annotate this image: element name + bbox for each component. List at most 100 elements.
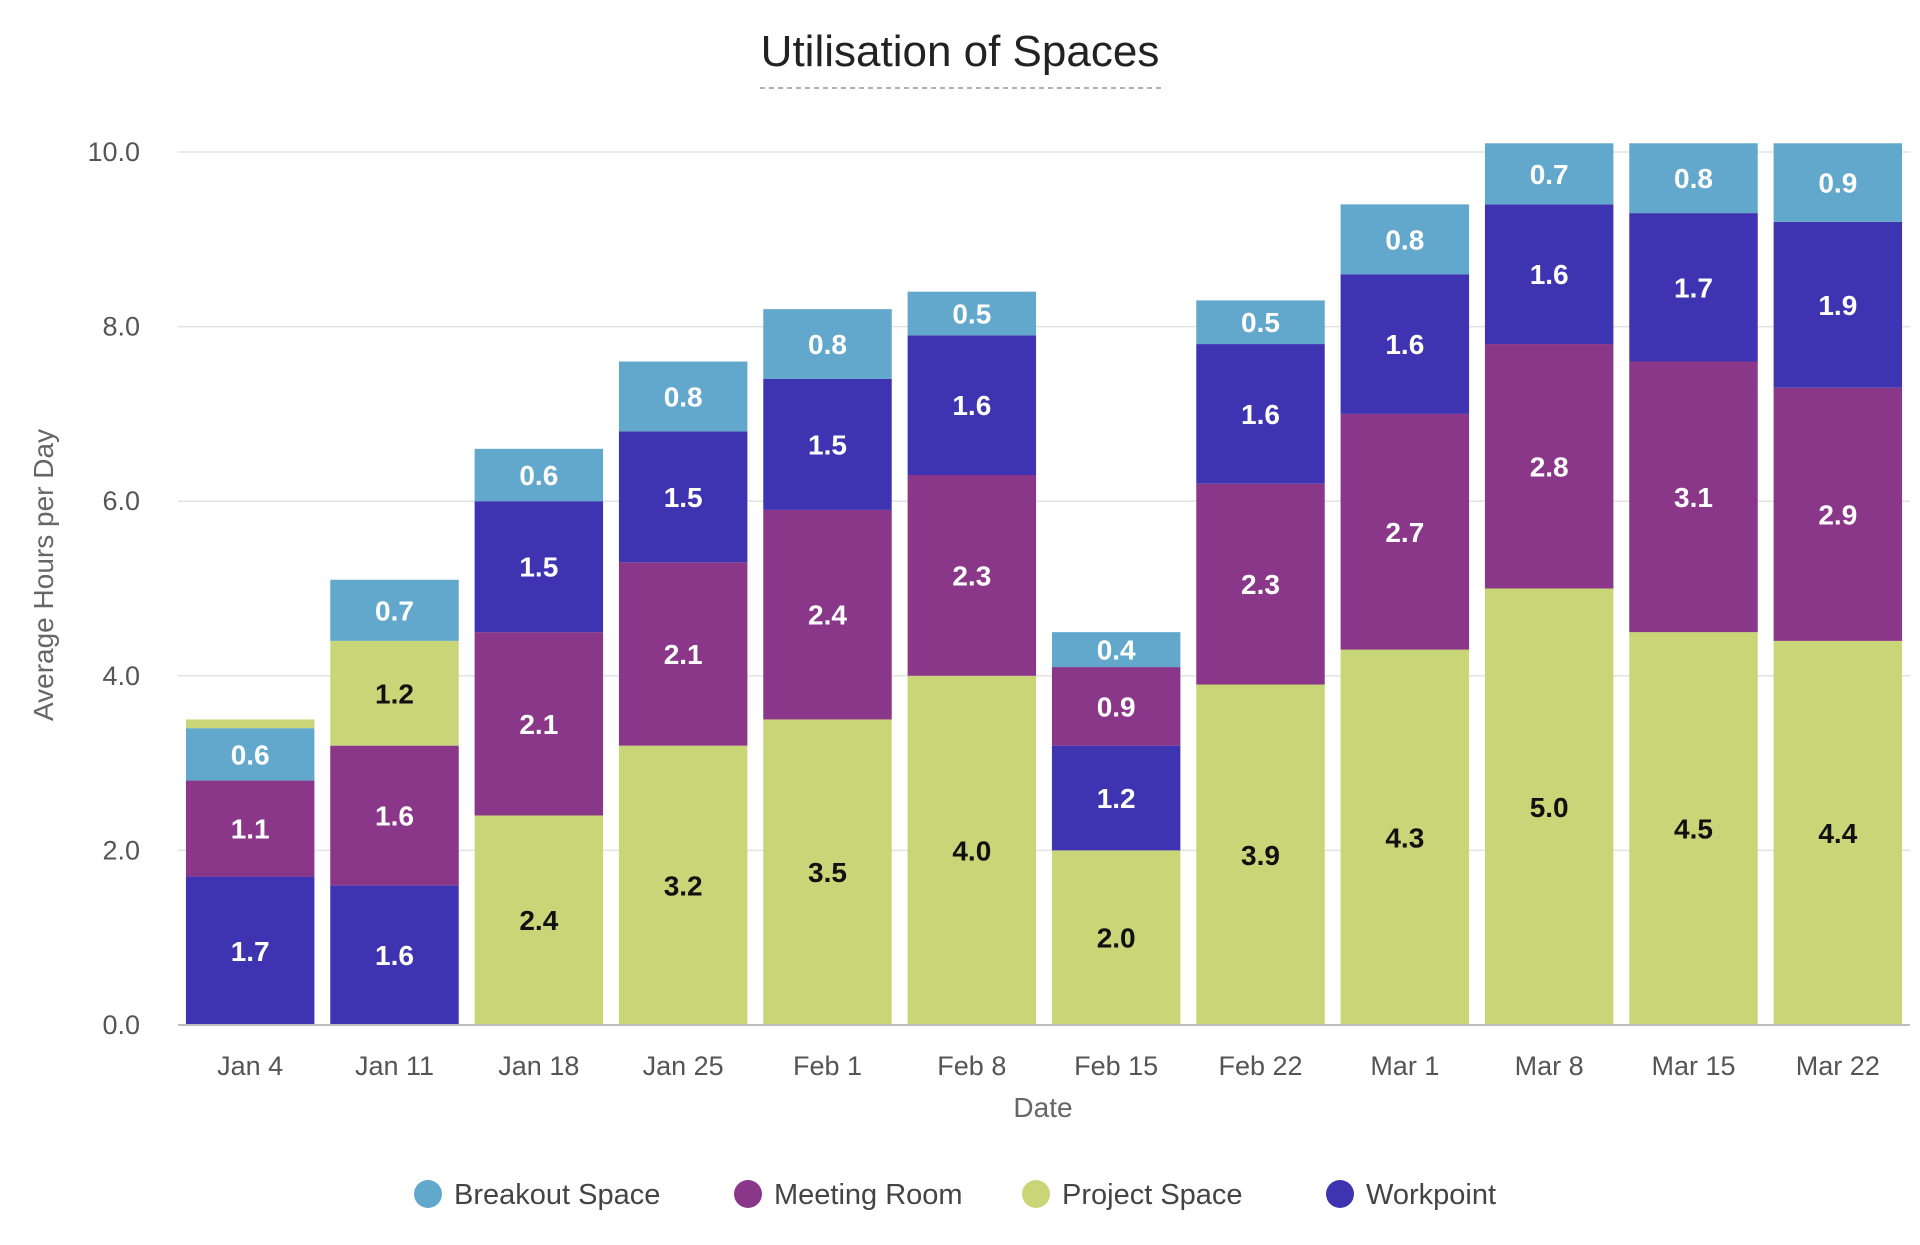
bar-segment-project-space[interactable] [330, 640, 459, 746]
bar-segment-project-space[interactable] [1340, 649, 1470, 1025]
data-label: 0.7 [375, 595, 414, 626]
bar-segment-meeting-room[interactable] [618, 562, 748, 746]
bar-segment-meeting-room[interactable] [330, 745, 459, 886]
bar-segment-meeting-room[interactable] [907, 475, 1037, 676]
data-label: 3.9 [1241, 840, 1280, 871]
bar-segment-workpoint[interactable] [474, 501, 604, 633]
bar-segment-workpoint[interactable] [1340, 274, 1470, 414]
bar-segment-breakout-space[interactable] [1340, 204, 1470, 275]
bar-segment-breakout-space[interactable] [763, 309, 892, 379]
bar-segment-meeting-room[interactable] [1196, 483, 1325, 685]
bar-segment-meeting-room[interactable] [1773, 387, 1903, 641]
bar-segment-project-space[interactable] [1629, 632, 1758, 1025]
data-label: 1.5 [808, 429, 847, 460]
data-label: 1.9 [1818, 290, 1857, 321]
bar-segment-workpoint[interactable] [618, 431, 748, 563]
data-label: 0.8 [664, 381, 703, 412]
x-tick-label: Jan 18 [498, 1051, 579, 1081]
data-label: 0.9 [1097, 691, 1136, 722]
legend-label: Workpoint [1366, 1179, 1496, 1211]
data-label: 4.3 [1385, 822, 1424, 853]
data-label: 1.7 [231, 936, 270, 967]
data-label: 4.4 [1818, 818, 1857, 849]
data-label: 1.6 [1241, 399, 1280, 430]
bar-segment-workpoint[interactable] [185, 876, 315, 1025]
bar-segment-breakout-space[interactable] [330, 579, 459, 641]
data-label: 0.4 [1097, 635, 1136, 666]
data-label: 2.4 [808, 600, 847, 631]
data-label: 0.7 [1530, 159, 1569, 190]
bar-segment-project-space[interactable] [474, 815, 604, 1025]
bar-segment-workpoint[interactable] [1773, 221, 1903, 388]
bar-segment-meeting-room[interactable] [763, 509, 892, 720]
bar-segment-breakout-space[interactable] [474, 448, 604, 502]
bar-segment-workpoint[interactable] [1484, 204, 1614, 345]
x-tick-label: Feb 22 [1218, 1051, 1302, 1081]
bar-segment-project-space[interactable] [907, 675, 1037, 1025]
y-tick-label: 2.0 [102, 835, 140, 865]
bar-segment-project-space[interactable] [1196, 684, 1325, 1025]
data-label: 1.6 [1530, 259, 1569, 290]
legend-item-meeting-room[interactable]: Meeting Room [734, 1179, 963, 1211]
legend-item-workpoint[interactable]: Workpoint [1326, 1179, 1496, 1211]
bar-segment-meeting-room[interactable] [474, 632, 604, 816]
bar-segment-meeting-room[interactable] [185, 780, 315, 877]
data-label: 2.7 [1385, 517, 1424, 548]
data-label: 1.2 [375, 678, 414, 709]
bar-segment-meeting-room[interactable] [1051, 667, 1181, 746]
bar-segment-breakout-space[interactable] [1051, 632, 1181, 668]
bar-segment-project-space[interactable] [763, 719, 892, 1025]
bar-segment-workpoint[interactable] [1196, 344, 1325, 484]
bar-segment-project-space[interactable] [185, 719, 315, 729]
bar-segment-workpoint[interactable] [330, 885, 459, 1025]
bar-segment-workpoint[interactable] [1051, 745, 1181, 851]
bar-segment-workpoint[interactable] [763, 378, 892, 510]
x-axis-title: Date [1013, 1092, 1072, 1123]
legend-swatch [414, 1180, 442, 1208]
bar-segment-breakout-space[interactable] [1629, 143, 1758, 214]
y-axis-title: Average Hours per Day [28, 429, 59, 721]
x-tick-label: Jan 4 [217, 1051, 283, 1081]
bar-segment-meeting-room[interactable] [1484, 344, 1614, 589]
y-tick-label: 0.0 [102, 1010, 140, 1040]
bar-segment-breakout-space[interactable] [185, 728, 315, 781]
bar-segment-breakout-space[interactable] [1196, 300, 1325, 345]
data-label: 1.1 [231, 814, 270, 845]
data-label: 2.3 [1241, 569, 1280, 600]
legend-label: Project Space [1062, 1179, 1243, 1211]
bars: 1.7 1.1 0.6 1.6 1.6 1.2 0.7 2.4 2.1 1.5 0.6 3.2 2.1 1… [185, 143, 1903, 1026]
bar-segment-breakout-space[interactable] [618, 361, 748, 432]
data-label: 1.6 [1385, 329, 1424, 360]
bar-segment-breakout-space[interactable] [1773, 143, 1903, 222]
x-tick-label: Mar 8 [1515, 1051, 1584, 1081]
bar-segment-project-space[interactable] [1051, 850, 1181, 1025]
bar-segment-project-space[interactable] [1773, 640, 1903, 1025]
bar-segment-breakout-space[interactable] [907, 291, 1037, 336]
bar-segment-project-space[interactable] [618, 745, 748, 1025]
data-label: 1.6 [375, 940, 414, 971]
data-label: 1.5 [519, 552, 558, 583]
x-tick-label: Feb 8 [937, 1051, 1006, 1081]
data-label: 4.5 [1674, 814, 1713, 845]
x-tick-label: Feb 1 [793, 1051, 862, 1081]
data-label: 0.9 [1818, 168, 1857, 199]
legend-item-project-space[interactable]: Project Space [1022, 1179, 1243, 1211]
data-label: 0.6 [519, 460, 558, 491]
x-tick-label: Mar 1 [1370, 1051, 1439, 1081]
bar-segment-project-space[interactable] [1484, 588, 1614, 1026]
data-label: 5.0 [1530, 792, 1569, 823]
y-tick-label: 4.0 [102, 661, 140, 691]
bar-segment-workpoint[interactable] [907, 335, 1037, 476]
data-label: 3.1 [1674, 482, 1713, 513]
data-label: 2.1 [664, 639, 703, 670]
data-label: 0.5 [952, 299, 991, 330]
bar-segment-workpoint[interactable] [1629, 213, 1758, 362]
data-label: 4.0 [952, 835, 991, 866]
bar-segment-meeting-room[interactable] [1629, 361, 1758, 633]
legend-item-breakout-space[interactable]: Breakout Space [414, 1179, 660, 1211]
bar-segment-meeting-room[interactable] [1340, 413, 1470, 650]
bar-segment-breakout-space[interactable] [1484, 143, 1614, 205]
legend-swatch [1326, 1180, 1354, 1208]
